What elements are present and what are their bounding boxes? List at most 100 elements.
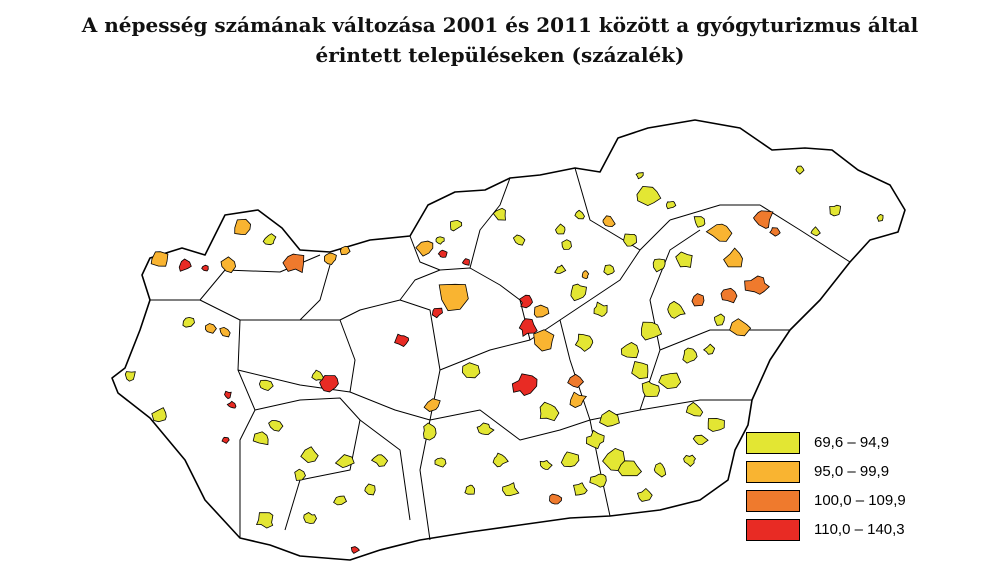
settlement-area-68 bbox=[744, 275, 770, 295]
map-title-line-1: A népesség számának változása 2001 és 20… bbox=[81, 13, 919, 37]
settlement-area-8 bbox=[323, 252, 337, 265]
settlement-area-61 bbox=[652, 258, 666, 273]
settlement-area-92 bbox=[573, 482, 588, 496]
settlement-area-51 bbox=[539, 401, 560, 422]
settlement-area-78 bbox=[703, 343, 716, 355]
settlement-area-107 bbox=[593, 301, 608, 317]
settlement-area-19 bbox=[224, 390, 232, 400]
settlement-area-63 bbox=[693, 216, 706, 228]
legend-swatch-4 bbox=[746, 519, 800, 541]
settlement-area-77 bbox=[682, 347, 698, 364]
settlement-area-91 bbox=[549, 493, 563, 505]
settlement-area-55 bbox=[570, 283, 587, 302]
settlement-area-13 bbox=[438, 283, 469, 312]
settlement-area-21 bbox=[204, 323, 217, 334]
settlement-area-109 bbox=[603, 264, 615, 276]
settlement-area-48 bbox=[518, 318, 538, 337]
settlement-area-59 bbox=[623, 233, 638, 247]
settlement-area-29 bbox=[294, 468, 306, 481]
settlement-area-14 bbox=[431, 307, 443, 319]
settlement-area-67 bbox=[769, 227, 781, 237]
settlement-area-23 bbox=[219, 326, 231, 338]
settlement-area-16 bbox=[319, 375, 339, 393]
settlement-area-31 bbox=[370, 454, 389, 467]
settlement-area-83 bbox=[692, 434, 709, 445]
settlement-area-37 bbox=[124, 371, 136, 382]
settlement-area-15 bbox=[394, 333, 410, 347]
settlement-area-56 bbox=[555, 223, 566, 235]
settlement-area-10 bbox=[415, 240, 434, 257]
settlement-area-98 bbox=[876, 214, 884, 222]
settlement-area-36 bbox=[350, 546, 361, 554]
settlement-area-95 bbox=[795, 165, 805, 175]
map-title: A népesség számának változása 2001 és 20… bbox=[0, 10, 1000, 70]
settlement-area-104 bbox=[450, 219, 463, 232]
settlement-area-49 bbox=[533, 329, 555, 352]
settlement-area-32 bbox=[364, 483, 376, 496]
settlement-area-106 bbox=[581, 270, 590, 280]
settlement-area-64 bbox=[705, 223, 733, 242]
settlement-area-34 bbox=[303, 512, 317, 524]
settlement-area-110 bbox=[683, 454, 697, 467]
settlement-area-76 bbox=[658, 372, 682, 390]
settlement-area-53 bbox=[569, 391, 588, 408]
settlement-area-2 bbox=[178, 258, 192, 272]
legend-label-1: 69,6 – 94,9 bbox=[814, 434, 890, 451]
settlement-area-80 bbox=[714, 313, 725, 326]
settlement-area-84 bbox=[599, 409, 620, 427]
settlement-area-6 bbox=[262, 233, 277, 246]
settlement-area-70 bbox=[691, 293, 705, 307]
settlement-area-60 bbox=[636, 185, 662, 207]
settlement-area-58 bbox=[602, 215, 616, 228]
settlement-area-108 bbox=[554, 264, 567, 274]
settlement-area-26 bbox=[252, 431, 269, 446]
legend-item-2: 95,0 – 99,9 bbox=[746, 461, 956, 490]
settlement-layer bbox=[124, 165, 884, 554]
settlement-area-69 bbox=[720, 287, 738, 304]
settlement-area-40 bbox=[434, 457, 447, 468]
settlement-area-41 bbox=[461, 362, 481, 379]
settlement-area-3 bbox=[201, 264, 209, 272]
settlement-area-30 bbox=[334, 454, 355, 469]
settlement-area-79 bbox=[729, 318, 752, 337]
settlement-area-9 bbox=[339, 245, 351, 256]
legend: 69,6 – 94,9 95,0 – 99,9 100,0 – 109,9 11… bbox=[746, 432, 956, 548]
settlement-area-42 bbox=[476, 422, 495, 436]
legend-label-4: 110,0 – 140,3 bbox=[814, 521, 905, 538]
settlement-area-11 bbox=[437, 249, 448, 258]
settlement-area-24 bbox=[151, 407, 167, 423]
settlement-area-94 bbox=[539, 460, 553, 470]
settlement-area-89 bbox=[636, 487, 653, 502]
settlement-area-25 bbox=[268, 420, 284, 432]
settlement-area-85 bbox=[585, 429, 605, 450]
legend-swatch-2 bbox=[746, 461, 800, 483]
settlement-area-66 bbox=[753, 210, 774, 229]
settlement-area-43 bbox=[464, 484, 476, 495]
settlement-area-97 bbox=[810, 226, 821, 237]
settlement-area-74 bbox=[631, 361, 649, 380]
settlement-area-12 bbox=[461, 258, 470, 266]
settlement-area-57 bbox=[561, 239, 572, 250]
settlement-area-33 bbox=[333, 495, 348, 506]
legend-label-3: 100,0 – 109,9 bbox=[814, 492, 906, 509]
settlement-area-54 bbox=[574, 333, 594, 352]
settlement-area-45 bbox=[502, 482, 520, 497]
settlement-area-27 bbox=[221, 436, 230, 444]
settlement-area-35 bbox=[255, 512, 274, 529]
map-title-line-2: érintett településeken (százalék) bbox=[315, 43, 685, 67]
settlement-area-1 bbox=[150, 251, 169, 267]
legend-item-4: 110,0 – 140,3 bbox=[746, 519, 956, 548]
settlement-area-46 bbox=[518, 294, 533, 309]
settlement-area-102 bbox=[512, 234, 526, 246]
settlement-area-5 bbox=[234, 218, 252, 235]
settlement-area-65 bbox=[723, 247, 743, 268]
settlement-area-52 bbox=[567, 373, 585, 388]
settlement-area-72 bbox=[641, 321, 663, 341]
settlement-area-17 bbox=[311, 369, 324, 381]
settlement-area-100 bbox=[635, 172, 644, 180]
settlement-area-105 bbox=[435, 236, 445, 245]
legend-label-2: 95,0 – 99,9 bbox=[814, 463, 890, 480]
settlement-area-71 bbox=[667, 300, 686, 319]
settlement-area-47 bbox=[533, 304, 550, 318]
settlement-area-93 bbox=[560, 451, 580, 468]
